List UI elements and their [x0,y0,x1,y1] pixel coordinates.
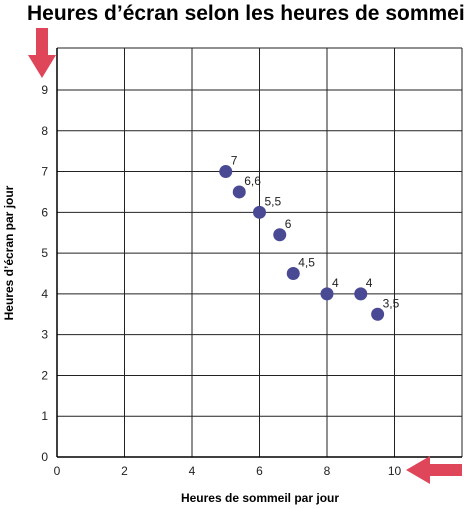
y-tick-labels: 0 1 2 3 4 5 6 7 8 9 [41,83,48,464]
y-tick-label: 9 [41,83,48,97]
grid [56,47,463,458]
y-tick-label: 4 [41,287,48,301]
data-point-label: 3,5 [383,296,400,310]
chart-title: Heures d’écran selon les heures de somme… [27,2,464,25]
data-point [253,205,266,219]
x-tick-label: 4 [189,464,196,478]
data-points: 7 6,6 5,56 4,5 4 4 3,5 [219,154,400,321]
y-tick-label: 8 [41,124,48,138]
data-point-label: 6 [285,217,292,231]
y-tick-label: 1 [41,409,48,423]
y-tick-label: 7 [41,165,48,179]
y-tick-label: 0 [41,450,48,464]
y-tick-label: 2 [41,368,48,382]
y-tick-label: 5 [41,246,48,260]
x-tick-label: 8 [324,464,331,478]
data-point-label: 4 [366,276,373,290]
data-point [371,307,385,321]
x-tick-labels: 0 2 4 6 8 10 [54,464,402,478]
x-tick-label: 0 [54,464,61,478]
data-point-label: 6,6 [244,174,261,188]
x-tick-label: 6 [256,464,263,478]
down-arrow-icon [28,28,56,78]
data-point [286,267,300,280]
axis-arrows [28,28,462,484]
y-tick-label: 6 [41,205,48,219]
data-point-label: 4 [332,276,339,290]
data-point [354,287,368,301]
x-tick-label: 2 [121,464,128,478]
data-point [273,228,287,242]
data-point-label: 4,5 [298,256,315,270]
y-tick-label: 3 [41,328,48,342]
data-point [320,287,334,301]
x-tick-label: 10 [388,464,402,478]
data-point-label: 5,5 [265,194,282,208]
y-axis-title: Heures d’écran par jour [2,185,16,320]
data-point [232,185,246,199]
left-arrow-icon [406,456,462,484]
data-point [219,165,233,179]
data-point-label: 7 [231,154,238,168]
x-axis-title: Heures de sommeil par jour [181,491,339,505]
